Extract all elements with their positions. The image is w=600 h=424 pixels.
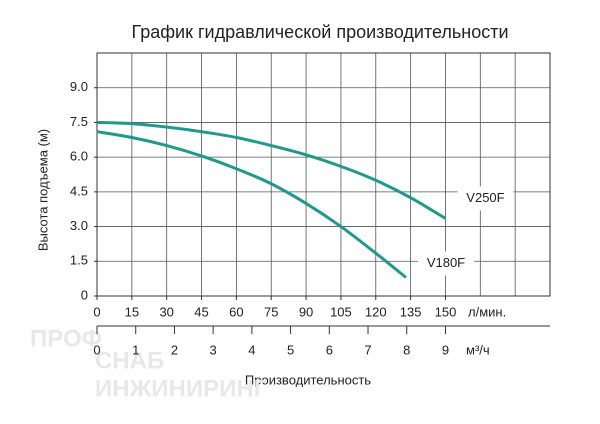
x-tick-label: 75: [264, 304, 278, 319]
x2-tick-label: 7: [364, 342, 371, 357]
curve: [96, 130, 407, 279]
plot-frame: [96, 52, 551, 297]
legend-box: [457, 186, 514, 211]
legend-label: V180F: [427, 255, 465, 270]
x-tick-label: 120: [365, 304, 387, 319]
x2-tick-label: 6: [326, 342, 333, 357]
y-tick-label: 6.0: [70, 149, 88, 164]
chart-title: График гидравлической производительности: [131, 22, 508, 42]
x-tick-label: 105: [330, 304, 352, 319]
x-axis-label: Производительность: [245, 372, 371, 387]
y-tick-label: 1.5: [70, 253, 88, 268]
x2-tick-label: 1: [132, 342, 139, 357]
x2-tick-label: 9: [442, 342, 449, 357]
x2-unit: м³/ч: [466, 342, 490, 357]
x-tick-label: 15: [125, 304, 139, 319]
y-tick-label: 9.0: [70, 79, 88, 94]
x-unit: л/мин.: [468, 304, 506, 319]
watermark: ПРОФ: [30, 325, 102, 352]
y-tick-label: 4.5: [70, 183, 88, 198]
y-tick-label: 0: [81, 287, 88, 302]
x-tick-label: 150: [435, 304, 457, 319]
x-tick-label: 60: [229, 304, 243, 319]
watermark: СНАБ: [95, 347, 164, 374]
y-axis-label: Высота подъема (м): [35, 129, 50, 251]
legend-box: [417, 251, 474, 276]
x2-tick-label: 3: [210, 342, 217, 357]
watermark: ИНЖИНИРИНГ: [95, 375, 268, 402]
x2-tick-label: 8: [403, 342, 410, 357]
curve: [96, 120, 447, 220]
y-tick-label: 7.5: [70, 114, 88, 129]
x2-tick-label: 5: [287, 342, 294, 357]
legend-label: V250F: [466, 190, 504, 205]
x-tick-label: 0: [93, 304, 100, 319]
y-tick-label: 3.0: [70, 218, 88, 233]
x-tick-label: 45: [194, 304, 208, 319]
x2-tick-label: 2: [171, 342, 178, 357]
x2-tick-label: 4: [248, 342, 255, 357]
x-tick-label: 90: [299, 304, 313, 319]
x-tick-label: 135: [400, 304, 422, 319]
x2-tick-label: 0: [93, 342, 100, 357]
x-tick-label: 30: [159, 304, 173, 319]
